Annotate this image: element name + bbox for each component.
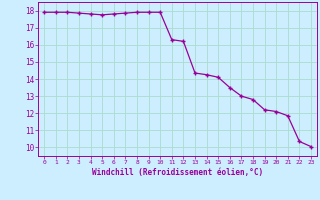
X-axis label: Windchill (Refroidissement éolien,°C): Windchill (Refroidissement éolien,°C) xyxy=(92,168,263,177)
